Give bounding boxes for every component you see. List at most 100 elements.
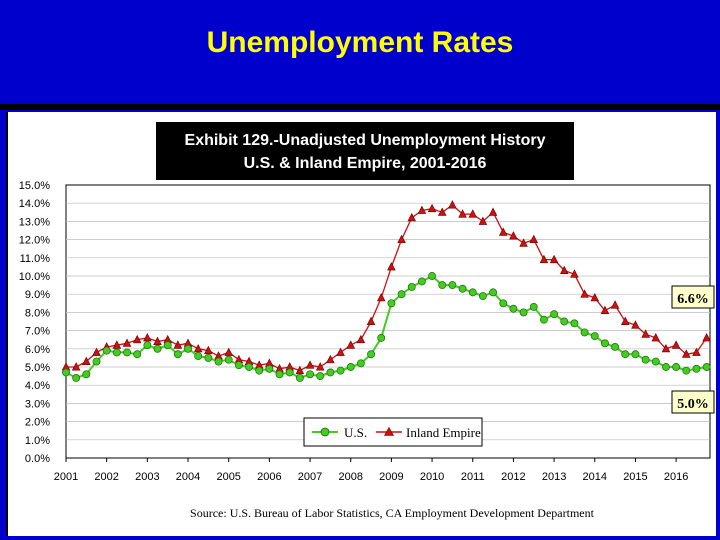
data-point-ie — [682, 349, 691, 358]
data-point-us — [62, 368, 70, 377]
data-point-us — [489, 288, 498, 297]
data-point-ie — [366, 316, 376, 325]
axis-layer: 0.0% 1.0% 2.0% 3.0% 4.0% 5.0% 6.0% 7.0% 8.0% 9.0%… — [19, 180, 689, 483]
data-point-ie — [478, 216, 488, 225]
data-point-us — [458, 284, 467, 293]
x-tick-label: 2010 — [420, 471, 444, 483]
data-point-ie — [92, 347, 101, 356]
data-point-ie — [448, 200, 457, 209]
data-point-us — [550, 310, 559, 319]
data-point-ie — [651, 333, 661, 342]
series-layer — [61, 200, 711, 382]
data-point-ie — [600, 305, 610, 315]
data-point-us — [468, 288, 477, 297]
data-point-us — [407, 282, 416, 291]
data-point-us — [143, 341, 152, 350]
data-point-us — [438, 281, 447, 290]
data-point-ie — [590, 292, 600, 302]
data-point-us — [173, 350, 182, 359]
data-point-us — [285, 368, 294, 377]
x-tick-label: 2014 — [583, 471, 607, 483]
y-tick-label: 2.0% — [25, 417, 50, 429]
y-tick-label: 11.0% — [20, 253, 51, 265]
data-point-us — [621, 350, 630, 359]
data-point-ie — [702, 333, 711, 342]
data-point-ie — [631, 320, 640, 329]
data-point-ie — [143, 333, 152, 342]
data-point-ie — [570, 269, 579, 278]
data-point-us — [326, 368, 335, 377]
y-tick-label: 3.0% — [25, 398, 50, 410]
y-tick-label: 5.0% — [25, 362, 50, 374]
y-tick-label: 12.0% — [19, 235, 50, 247]
data-point-us — [570, 319, 579, 328]
data-point-us — [478, 292, 487, 300]
y-tick-label: 6.0% — [25, 344, 50, 356]
data-point-ie — [671, 340, 681, 349]
data-point-us — [92, 357, 101, 366]
x-tick-label: 2012 — [501, 471, 525, 483]
data-point-ie — [580, 289, 589, 298]
data-point-us — [356, 359, 365, 368]
x-tick-label: 2011 — [461, 471, 485, 483]
y-tick-label: 9.0% — [25, 289, 50, 301]
data-point-ie — [437, 207, 447, 216]
grid-layer — [65, 184, 711, 459]
source-note: Source: U.S. Bureau of Labor Statistics,… — [190, 506, 595, 520]
y-tick-label: 0.0% — [25, 453, 50, 465]
data-point-ie — [346, 340, 355, 349]
x-tick-label: 2005 — [216, 471, 240, 483]
data-point-us — [641, 355, 650, 364]
data-point-us — [682, 366, 691, 375]
legend-us-label: U.S. — [344, 425, 367, 440]
chart-title-banner — [156, 122, 574, 180]
data-point-ie — [132, 334, 142, 344]
data-point-us — [692, 364, 701, 373]
data-point-ie — [549, 254, 559, 264]
data-point-ie — [621, 316, 630, 325]
data-point-us — [397, 290, 406, 299]
data-point-us — [265, 364, 274, 373]
data-point-us — [102, 346, 111, 355]
data-point-ie — [204, 345, 213, 355]
data-point-ie — [397, 234, 406, 244]
x-tick-label: 2007 — [298, 471, 322, 483]
legend: U.S. Inland Empire — [303, 417, 483, 447]
y-tick-label: 10.0% — [19, 271, 50, 283]
data-point-ie — [82, 356, 91, 365]
data-point-us — [72, 373, 81, 382]
data-point-ie — [529, 234, 539, 244]
data-point-us — [560, 317, 569, 326]
x-tick-label: 2016 — [664, 471, 688, 483]
data-point-us — [336, 366, 345, 375]
data-point-us — [509, 304, 518, 313]
data-point-ie — [498, 227, 508, 236]
data-point-us — [255, 366, 264, 375]
data-point-ie — [509, 231, 518, 240]
data-point-us — [316, 372, 325, 381]
data-point-us — [377, 333, 386, 342]
legend-ie-label: Inland Empire — [406, 425, 481, 440]
x-tick-label: 2004 — [176, 471, 200, 483]
data-point-ie — [458, 209, 467, 218]
data-point-us — [529, 302, 538, 311]
data-point-us — [651, 357, 660, 366]
data-point-ie — [387, 262, 396, 271]
data-point-ie — [661, 343, 671, 353]
x-tick-label: 2013 — [542, 471, 566, 483]
data-point-us — [428, 272, 437, 280]
x-tick-label: 2003 — [135, 471, 159, 483]
y-tick-label: 1.0% — [25, 435, 50, 447]
data-point-ie — [519, 238, 528, 247]
x-tick-label: 2001 — [54, 471, 78, 483]
data-point-ie — [305, 360, 315, 369]
data-point-us — [82, 370, 91, 379]
data-point-us — [702, 363, 711, 371]
data-point-us — [661, 363, 670, 371]
data-point-us — [539, 315, 548, 324]
slide-title: Unemployment Rates — [206, 26, 514, 59]
data-point-ie — [417, 205, 427, 214]
series-line-us — [65, 275, 707, 379]
data-point-ie — [224, 347, 233, 356]
data-point-us — [600, 339, 609, 348]
